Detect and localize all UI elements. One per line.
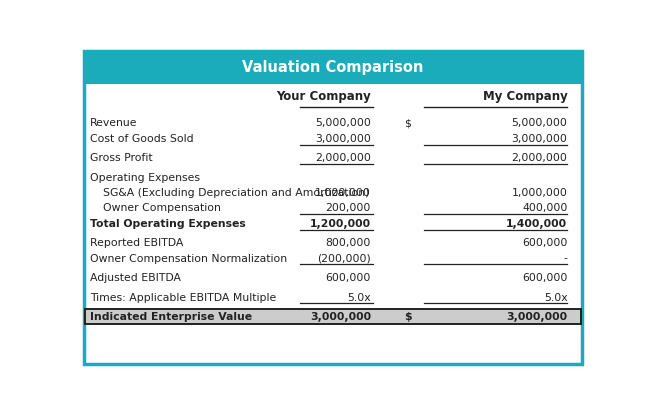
Text: 5.0x: 5.0x bbox=[347, 293, 371, 302]
Text: Reported EBITDA: Reported EBITDA bbox=[90, 238, 184, 248]
Text: 5,000,000: 5,000,000 bbox=[315, 118, 371, 129]
Text: 2,000,000: 2,000,000 bbox=[315, 153, 371, 163]
Text: 5.0x: 5.0x bbox=[544, 293, 567, 302]
Text: Total Operating Expenses: Total Operating Expenses bbox=[90, 219, 246, 229]
Text: $: $ bbox=[404, 118, 411, 129]
Text: 600,000: 600,000 bbox=[326, 273, 371, 283]
Text: 2,000,000: 2,000,000 bbox=[512, 153, 567, 163]
Text: (200,000): (200,000) bbox=[317, 254, 371, 263]
Text: Your Company: Your Company bbox=[276, 90, 371, 103]
Text: Gross Profit: Gross Profit bbox=[90, 153, 153, 163]
Bar bbox=[84, 51, 582, 84]
Text: Operating Expenses: Operating Expenses bbox=[90, 173, 200, 183]
Text: -: - bbox=[564, 254, 567, 263]
Text: 800,000: 800,000 bbox=[326, 238, 371, 248]
Text: 200,000: 200,000 bbox=[326, 203, 371, 213]
Text: 3,000,000: 3,000,000 bbox=[506, 312, 567, 322]
Text: Valuation Comparison: Valuation Comparison bbox=[242, 60, 424, 75]
Text: 1,000,000: 1,000,000 bbox=[512, 188, 567, 198]
Text: SG&A (Excluding Depreciation and Amortization): SG&A (Excluding Depreciation and Amortiz… bbox=[103, 188, 369, 198]
Text: Owner Compensation: Owner Compensation bbox=[103, 203, 221, 213]
Text: Indicated Enterprise Value: Indicated Enterprise Value bbox=[90, 312, 252, 322]
Text: 3,000,000: 3,000,000 bbox=[310, 312, 371, 322]
Text: 600,000: 600,000 bbox=[522, 273, 567, 283]
Text: Times: Applicable EBITDA Multiple: Times: Applicable EBITDA Multiple bbox=[90, 293, 276, 302]
Text: Owner Compensation Normalization: Owner Compensation Normalization bbox=[90, 254, 287, 263]
Text: $: $ bbox=[404, 312, 411, 322]
Text: 3,000,000: 3,000,000 bbox=[315, 134, 371, 144]
Text: My Company: My Company bbox=[482, 90, 567, 103]
Text: Cost of Goods Sold: Cost of Goods Sold bbox=[90, 134, 194, 144]
Text: 1,200,000: 1,200,000 bbox=[310, 219, 371, 229]
Text: 3,000,000: 3,000,000 bbox=[512, 134, 567, 144]
Text: 400,000: 400,000 bbox=[522, 203, 567, 213]
Text: 5,000,000: 5,000,000 bbox=[512, 118, 567, 129]
Text: 600,000: 600,000 bbox=[522, 238, 567, 248]
Text: 1,400,000: 1,400,000 bbox=[506, 219, 567, 229]
Bar bbox=[85, 309, 581, 324]
Text: Revenue: Revenue bbox=[90, 118, 138, 129]
Text: Adjusted EBITDA: Adjusted EBITDA bbox=[90, 273, 181, 283]
Text: 1,000,000: 1,000,000 bbox=[315, 188, 371, 198]
